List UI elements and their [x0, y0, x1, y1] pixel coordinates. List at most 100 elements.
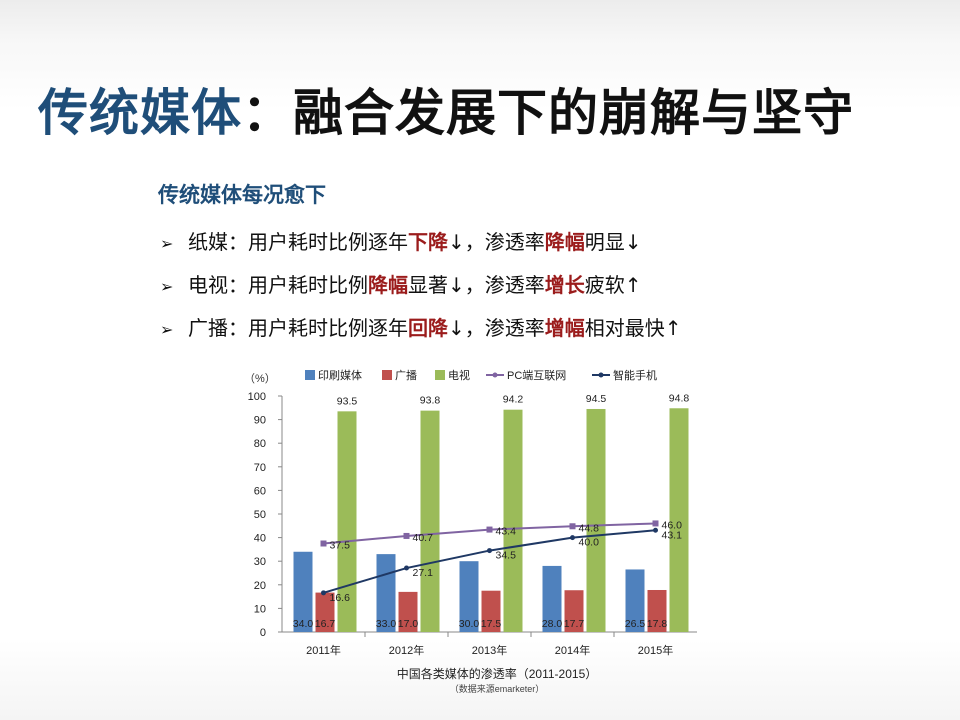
bar-data-label: 16.7: [315, 618, 336, 630]
bar-data-label: 33.0: [376, 618, 397, 630]
pc-internet-line: [323, 522, 656, 545]
legend-label: 智能手机: [613, 368, 657, 382]
slide-title: 传统媒体：融合发展下的崩解与坚守: [38, 78, 938, 148]
line-data-label: 27.1: [413, 567, 434, 579]
line-point: [321, 590, 326, 596]
legend-swatch: [382, 370, 392, 380]
line-point: [653, 527, 658, 533]
bullet-highlight: 降幅: [544, 230, 585, 254]
bullet-highlight: 降幅: [368, 273, 408, 297]
y-tick-label: 50: [254, 509, 266, 521]
line-point: [486, 526, 493, 533]
bar-data-label: 94.5: [586, 393, 607, 405]
line-point: [403, 532, 410, 539]
line-point: [570, 535, 575, 541]
section-heading: 传统媒体每况愈下: [158, 183, 326, 207]
x-tick-label: 2014年: [555, 643, 590, 657]
legend-swatch: [305, 370, 315, 380]
bullet-text: 广播：用户耗时比例逐年: [188, 316, 408, 340]
bar: [398, 591, 418, 632]
slide-title-rest: ：融合发展下的崩解与坚守: [242, 84, 854, 142]
line-point: [487, 548, 492, 554]
legend-swatch: [435, 370, 445, 380]
legend-label: 印刷媒体: [318, 368, 362, 382]
bar: [586, 408, 606, 632]
bullet-text: ↓，渗透率: [448, 316, 545, 340]
bullet-highlight: 增长: [544, 273, 585, 297]
bullet-text: 纸媒：用户耗时比例逐年: [188, 230, 408, 254]
line-point: [320, 540, 327, 547]
bullet-text: ↓，渗透率: [448, 230, 545, 254]
y-tick-label: 90: [254, 415, 266, 427]
bar-data-label: 34.0: [293, 618, 314, 630]
y-tick-label: 80: [254, 438, 266, 450]
line-point: [652, 520, 659, 527]
y-tick-label: 60: [254, 485, 266, 497]
bar: [669, 408, 689, 632]
bar-data-label: 30.0: [459, 618, 480, 630]
bullet-arrow-icon: ➢: [160, 320, 174, 339]
penetration-chart: 0 10 20 30 40 50 60 70 80 90 100 2011年 2012年 2013年 201…: [244, 368, 697, 694]
bullet-radio: ➢ 广播：用户耗时比例逐年回降↓，渗透率增幅相对最快↑: [160, 313, 682, 345]
x-tick-label: 2011年: [306, 643, 341, 657]
line-data-label: 40.7: [413, 532, 434, 544]
line-data-label: 43.1: [662, 529, 683, 541]
bar: [459, 561, 479, 632]
chart-caption: 中国各类媒体的渗透率（2011-2015）: [397, 666, 598, 681]
bar-data-label: 17.5: [481, 618, 502, 630]
chart-axes: 0 10 20 30 40 50 60 70 80 90 100 2011年 2012年 2013年 201…: [248, 391, 697, 657]
bar: [481, 590, 501, 632]
bullet-print-media: ➢ 纸媒：用户耗时比例逐年下降↓，渗透率降幅明显↓: [160, 227, 642, 259]
legend-marker: [492, 372, 498, 378]
legend-label: 电视: [448, 368, 470, 382]
line-data-label: 43.4: [496, 526, 517, 538]
y-tick-label: 20: [254, 580, 266, 592]
y-tick-label: 0: [260, 627, 266, 639]
bar: [647, 589, 667, 632]
bar: [337, 411, 357, 632]
legend-marker: [598, 372, 604, 378]
bar-data-label: 94.2: [503, 394, 524, 406]
chart-bars: [293, 408, 689, 632]
legend-label: 广播: [395, 368, 417, 382]
bar: [315, 592, 335, 632]
x-tick-label: 2013年: [472, 643, 507, 657]
legend-label: PC端互联网: [507, 369, 566, 382]
line-data-label: 34.5: [496, 550, 517, 562]
chart-lines: [320, 520, 659, 596]
bullet-highlight: 下降: [408, 230, 448, 254]
bar-data-label: 28.0: [542, 618, 563, 630]
y-tick-label: 100: [248, 391, 266, 403]
line-data-label: 37.5: [330, 540, 351, 552]
bar: [564, 590, 584, 632]
slide-title-highlight: 传统媒体: [38, 84, 242, 142]
bar: [542, 565, 562, 632]
x-tick-label: 2012年: [389, 643, 424, 657]
y-tick-label: 70: [254, 462, 266, 474]
bar: [420, 410, 440, 632]
chart-data-labels: 34.0 33.0 30.0 28.0 26.5 16.7 17.0 17.5 17.7 17.8…: [293, 392, 690, 630]
bullet-text: 电视：用户耗时比例: [188, 273, 368, 297]
bar-data-label: 94.8: [669, 392, 690, 404]
y-tick-label: 40: [254, 533, 266, 545]
chart-source: （数据来源emarketer）: [450, 683, 545, 694]
bar: [293, 551, 313, 632]
bullet-text: 疲软↑: [584, 273, 642, 297]
chart-legend: 印刷媒体 广播 电视 PC端互联网 智能手机: [305, 368, 657, 382]
bullet-text: 显著↓，渗透率: [408, 273, 545, 297]
x-tick-label: 2015年: [638, 643, 673, 657]
bar: [503, 409, 523, 632]
line-data-label: 46.0: [662, 519, 683, 531]
bar-data-label: 93.5: [337, 395, 358, 407]
bar-data-label: 93.8: [420, 395, 441, 407]
line-data-label: 40.0: [579, 537, 600, 549]
bullet-highlight: 回降: [408, 316, 448, 340]
bar: [625, 569, 645, 632]
line-data-label: 44.8: [579, 522, 600, 534]
bullet-tv: ➢ 电视：用户耗时比例降幅显著↓，渗透率增长疲软↑: [160, 270, 642, 302]
y-unit-label: （%）: [244, 372, 276, 385]
bar-data-label: 26.5: [625, 618, 646, 630]
bullet-highlight: 增幅: [544, 316, 585, 340]
bullet-text: 相对最快↑: [584, 316, 682, 340]
y-tick-label: 30: [254, 556, 266, 568]
